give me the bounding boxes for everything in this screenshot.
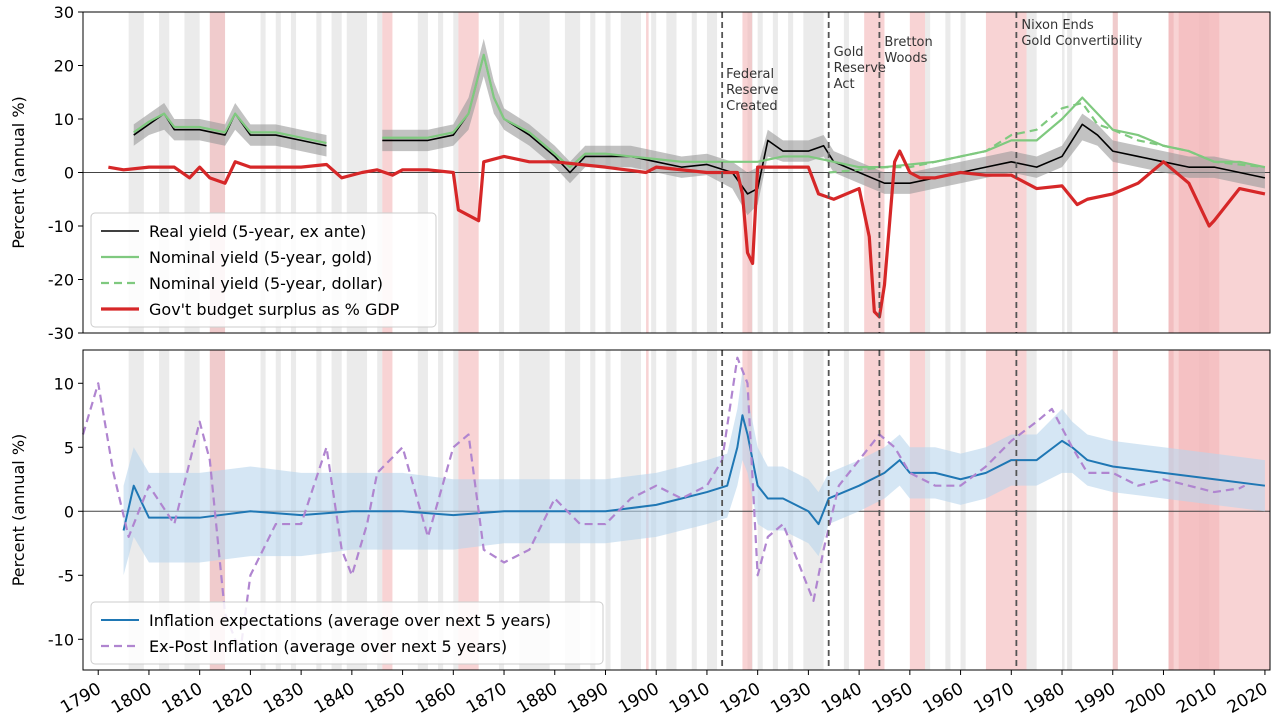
x-tick-label: 1820 xyxy=(209,679,256,718)
annotation: Gold xyxy=(834,45,864,60)
shaded-period xyxy=(960,350,966,670)
plot-frame xyxy=(82,349,1271,671)
x-tick-label: 1790 xyxy=(57,679,104,718)
y-tick-label: 10 xyxy=(54,110,74,129)
x-tick-label: 2000 xyxy=(1123,679,1170,718)
x-tick-label: 1880 xyxy=(514,679,561,718)
x-tick-label: 2010 xyxy=(1173,679,1220,718)
legend-label: Real yield (5-year, ex ante) xyxy=(149,222,366,241)
series-line xyxy=(81,356,1246,654)
confidence-band xyxy=(123,370,1265,576)
legend-label: Nominal yield (5-year, dollar) xyxy=(149,274,383,293)
shaded-period xyxy=(864,350,885,670)
x-tick-label: 1920 xyxy=(717,679,764,718)
x-tick-label: 1910 xyxy=(666,679,713,718)
series-line xyxy=(108,149,1266,319)
y-tick-label: 5 xyxy=(64,438,74,457)
x-tick-label: 1980 xyxy=(1021,679,1068,718)
x-tick-label: 1830 xyxy=(260,679,307,718)
legend-label: Gov't budget surplus as % GDP xyxy=(149,300,400,319)
shaded-period xyxy=(742,350,753,670)
annotation: Bretton xyxy=(884,35,932,50)
x-tick-label: 1870 xyxy=(463,679,510,718)
shaded-period xyxy=(1067,350,1073,670)
y-tick-label: 10 xyxy=(54,374,74,393)
x-tick-label: 1800 xyxy=(108,679,155,718)
y-tick-label: 30 xyxy=(54,3,74,22)
series-line xyxy=(122,414,1266,531)
shaded-period xyxy=(945,350,951,670)
annotation: Nixon Ends xyxy=(1021,18,1094,33)
series-line xyxy=(828,101,1266,174)
annotation: Act xyxy=(834,77,855,92)
x-tick-label: 1930 xyxy=(767,679,814,718)
y-tick-label: -30 xyxy=(48,324,74,343)
x-tick-label: 1860 xyxy=(412,679,459,718)
legend-label: Inflation expectations (average over nex… xyxy=(149,611,551,630)
shaded-period xyxy=(985,350,1027,670)
x-tick-label: 1840 xyxy=(311,679,358,718)
y-tick-label: -5 xyxy=(58,566,74,585)
x-tick-label: 1970 xyxy=(970,679,1017,718)
annotation: Reserve xyxy=(834,61,886,76)
x-tick-label: 1850 xyxy=(362,679,409,718)
x-tick-label: 1810 xyxy=(159,679,206,718)
y-tick-label: -10 xyxy=(48,217,74,236)
shaded-period xyxy=(1026,350,1037,670)
legend-label: Nominal yield (5-year, gold) xyxy=(149,248,372,267)
x-tick-label: 2020 xyxy=(1224,679,1271,718)
confidence-band xyxy=(133,38,1265,216)
y-tick-label: -20 xyxy=(48,271,74,290)
shaded-period xyxy=(1168,350,1270,670)
legend-label: Ex-Post Inflation (average over next 5 y… xyxy=(149,637,507,656)
shaded-period xyxy=(1062,350,1065,670)
annotation: Federal xyxy=(726,67,774,82)
annotation: Gold Convertibility xyxy=(1021,34,1142,49)
legend-box xyxy=(90,601,604,665)
y-tick-label: 20 xyxy=(54,57,74,76)
legend-box xyxy=(90,212,437,328)
x-tick-label: 1950 xyxy=(869,679,916,718)
shaded-period xyxy=(909,350,926,670)
plot-frame xyxy=(82,11,1271,334)
annotation: Reserve xyxy=(726,83,778,98)
x-tick-label: 1940 xyxy=(818,679,865,718)
y-axis-label: Percent (annual %) xyxy=(9,434,28,587)
y-tick-label: -10 xyxy=(48,630,74,649)
x-tick-label: 1890 xyxy=(565,679,612,718)
y-tick-label: 0 xyxy=(64,164,74,183)
series-line xyxy=(133,53,1266,169)
annotation: Created xyxy=(726,99,777,114)
y-axis-label: Percent (annual %) xyxy=(9,96,28,249)
shaded-period xyxy=(925,350,931,670)
x-tick-label: 1960 xyxy=(920,679,967,718)
x-tick-label: 1990 xyxy=(1072,679,1119,718)
y-tick-label: 0 xyxy=(64,502,74,521)
shaded-period xyxy=(1112,350,1118,670)
annotation: Woods xyxy=(884,51,927,66)
x-tick-label: 1900 xyxy=(615,679,662,718)
